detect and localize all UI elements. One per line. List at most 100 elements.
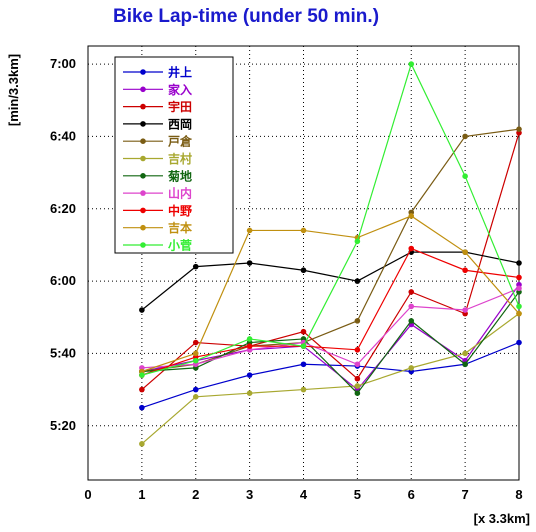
series-7: [139, 289, 522, 397]
series-3: [139, 130, 522, 393]
legend-label: 宇田: [168, 99, 192, 114]
legend-swatch-marker: [140, 86, 146, 93]
data-point: [139, 404, 145, 411]
data-point: [192, 339, 199, 346]
series-line: [141, 62, 520, 376]
x-axis-label: [x 3.3km]: [474, 511, 530, 526]
data-point: [246, 336, 253, 342]
data-point: [516, 285, 522, 292]
data-point: [462, 350, 468, 357]
legend-label: 吉本: [168, 220, 192, 235]
legend-label: 戸倉: [168, 134, 193, 149]
legend-label: 家入: [168, 82, 192, 97]
series-line: [141, 284, 520, 391]
legend-swatch-marker: [140, 121, 146, 127]
data-point: [462, 173, 468, 179]
data-point: [516, 260, 522, 266]
data-point: [139, 372, 145, 378]
data-point: [246, 390, 253, 397]
data-point: [192, 357, 199, 364]
data-point: [516, 126, 522, 132]
series-layer: [139, 61, 522, 447]
data-point: [300, 343, 307, 349]
data-point: [192, 394, 199, 400]
x-tick-labels: 0 1 2 3 4 5 6 7 8: [84, 487, 522, 502]
data-point: [408, 213, 415, 219]
series-11: [139, 61, 522, 378]
data-point: [408, 61, 415, 67]
x-tick-label: 7: [462, 487, 469, 502]
data-point: [300, 227, 307, 234]
data-point: [192, 350, 199, 357]
series-line: [141, 247, 520, 376]
legend-swatch-marker: [140, 138, 146, 144]
data-point: [139, 386, 145, 393]
y-tick-label: 6:40: [50, 128, 76, 143]
data-point: [300, 328, 307, 335]
data-point: [246, 372, 253, 378]
chart-title: Bike Lap-time (under 50 min.): [113, 6, 379, 27]
data-point: [462, 133, 468, 140]
y-tick-label: 6:20: [50, 201, 76, 216]
data-point: [516, 310, 522, 317]
y-tick-label: 5:20: [50, 418, 76, 433]
data-point: [354, 383, 361, 389]
x-tick-label: 8: [515, 487, 522, 502]
legend-label: 井上: [168, 65, 192, 80]
y-tick-label: 6:00: [50, 273, 76, 288]
series-line: [141, 291, 520, 395]
legend-swatch-marker: [140, 103, 146, 110]
data-point: [516, 274, 522, 281]
series-line: [141, 313, 520, 445]
legend-label: 中野: [168, 203, 192, 218]
legend-label: 小菅: [168, 238, 192, 253]
legend-label: 菊地: [167, 168, 192, 183]
legend-swatch-marker: [140, 173, 146, 179]
data-point: [300, 386, 307, 393]
y-tick-label: 5:40: [50, 345, 76, 360]
legend-swatch-marker: [140, 155, 146, 162]
data-point: [516, 339, 522, 346]
series-line: [141, 342, 520, 409]
x-tick-label: 1: [138, 487, 145, 502]
y-axis-label: [min/3.3km]: [6, 54, 21, 126]
data-point: [408, 318, 415, 324]
x-tick-label: 3: [246, 487, 253, 502]
data-point: [139, 441, 145, 447]
x-tick-label: 5: [354, 487, 361, 502]
legend-swatch-marker: [140, 224, 146, 231]
data-point: [408, 365, 415, 371]
series-line: [141, 287, 520, 369]
data-point: [354, 347, 361, 353]
x-tick-label: 4: [300, 487, 308, 502]
data-point: [462, 307, 468, 313]
legend-swatch-marker: [140, 69, 146, 75]
data-point: [300, 361, 307, 368]
series-line: [141, 215, 520, 373]
data-point: [246, 343, 253, 349]
legend-swatch-marker: [140, 207, 146, 214]
data-point: [300, 267, 307, 274]
data-point: [354, 390, 361, 397]
series-line: [141, 251, 520, 311]
x-tick-label: 0: [84, 487, 91, 502]
data-point: [462, 361, 468, 368]
data-point: [354, 318, 361, 324]
legend-label: 山内: [168, 186, 192, 201]
legend-swatch-marker: [140, 190, 146, 196]
data-point: [408, 245, 415, 252]
data-point: [192, 386, 199, 393]
series-2: [139, 281, 522, 393]
series-line: [141, 132, 520, 391]
data-point: [354, 361, 361, 368]
data-point: [139, 307, 145, 313]
y-tick-labels: 5:20 5:40 6:00 6:20 6:40 7:00: [50, 56, 76, 433]
data-point: [354, 375, 361, 382]
data-point: [354, 278, 361, 284]
data-point: [192, 263, 199, 270]
data-point: [354, 238, 361, 245]
legend-swatch-marker: [140, 242, 146, 248]
legend-label: 吉村: [168, 151, 192, 166]
